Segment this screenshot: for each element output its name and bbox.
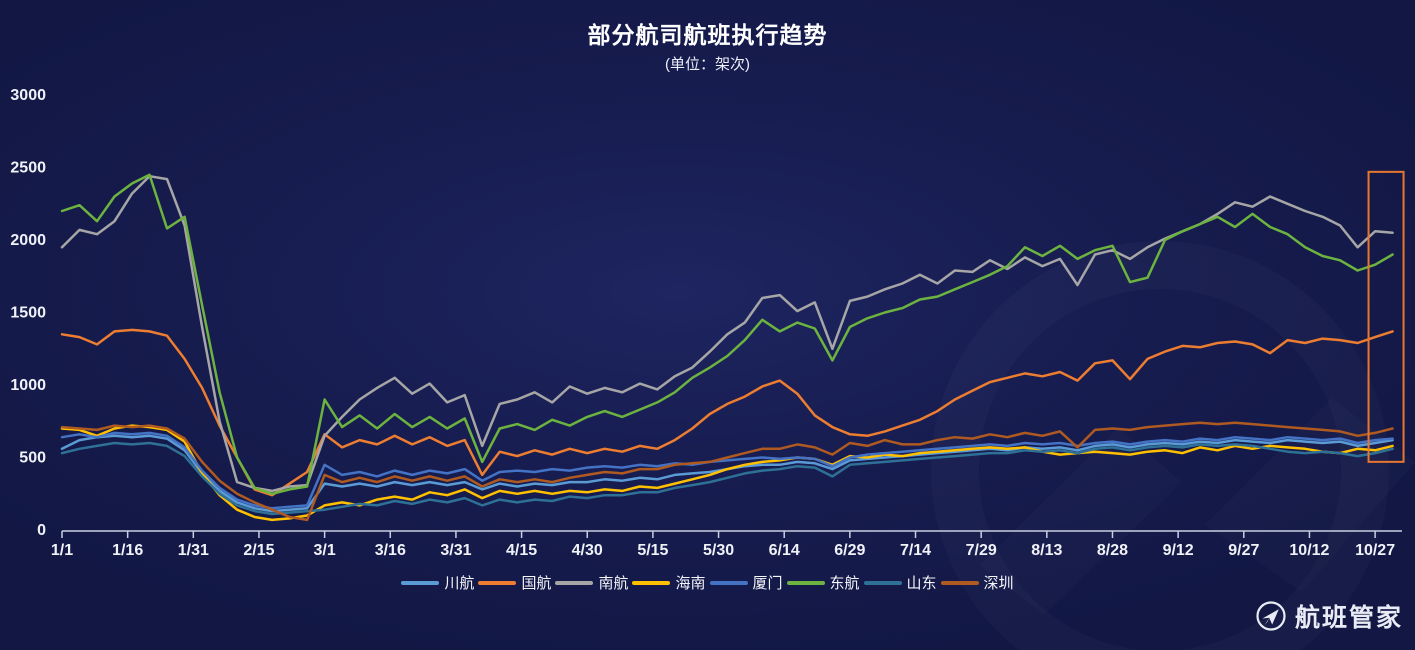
- x-tick-label: 6/14: [769, 542, 800, 559]
- series-line-shenzhen: [60, 421, 1394, 522]
- legend-label: 东航: [829, 575, 860, 592]
- brand-logo: 航班管家: [1255, 598, 1403, 634]
- legend-item-shenzhen[interactable]: 深圳: [940, 572, 1014, 593]
- legend-swatch-hainan: [632, 580, 671, 585]
- x-tick-label: 10/27: [1355, 542, 1395, 559]
- legend-swatch-shenzhen: [940, 580, 979, 585]
- legend-label: 山东: [906, 575, 937, 592]
- x-tick-label: 5/15: [637, 542, 668, 559]
- x-tick-label: 9/27: [1228, 542, 1259, 559]
- brand-logo-icon: [1256, 601, 1286, 631]
- x-tick-label: 9/12: [1163, 542, 1194, 559]
- x-tick-label: 10/12: [1289, 542, 1329, 559]
- y-tick-label: 2500: [10, 160, 46, 177]
- x-tick-label: 8/13: [1031, 542, 1062, 559]
- series-line-xiamen: [60, 431, 1394, 510]
- series-line-shandong: [60, 441, 1394, 516]
- brand-logo-text: 航班管家: [1294, 604, 1403, 632]
- x-tick-label: 4/15: [506, 542, 537, 559]
- legend-swatch-shandong: [863, 580, 902, 585]
- legend-item-shandong[interactable]: 山东: [863, 572, 937, 593]
- x-tick-label: 3/31: [440, 542, 471, 559]
- x-tick-label: 2/15: [243, 542, 274, 559]
- x-tick-label: 1/31: [178, 542, 209, 559]
- x-tick-label: 3/16: [375, 542, 406, 559]
- x-tick-label: 8/28: [1097, 542, 1128, 559]
- x-tick-label: 5/30: [703, 542, 734, 559]
- y-tick-label: 1000: [10, 377, 46, 394]
- legend-label: 南航: [598, 575, 629, 592]
- legend-item-guohang[interactable]: 国航: [478, 572, 551, 593]
- legend-swatch-chuanhang: [401, 580, 440, 585]
- legend-swatch-guohang: [478, 580, 517, 585]
- legend: 川航 国航 南航 海南 厦门 东航 山东 深圳: [0, 572, 1415, 593]
- legend-label: 海南: [675, 575, 706, 592]
- legend-swatch-xiamen: [709, 580, 748, 585]
- legend-item-xiamen[interactable]: 厦门: [709, 572, 783, 593]
- x-tick-label: 7/29: [966, 542, 997, 559]
- x-tick-label: 1/16: [112, 542, 143, 559]
- legend-item-chuanhang[interactable]: 川航: [401, 572, 474, 593]
- x-tick-label: 7/14: [900, 542, 931, 559]
- legend-item-hainan[interactable]: 海南: [632, 572, 706, 593]
- chart-unit-subtitle: (单位：架次): [665, 56, 750, 73]
- series-line-donghang: [60, 173, 1394, 496]
- highlight-rectangle: [1367, 170, 1405, 463]
- y-tick-label: 2000: [10, 232, 46, 249]
- x-tick-label: 4/30: [572, 542, 603, 559]
- y-tick-label: 1500: [10, 305, 46, 322]
- legend-label: 国航: [521, 575, 552, 592]
- series-line-chuanhang: [60, 434, 1394, 513]
- legend-label: 川航: [444, 575, 475, 592]
- legend-label: 厦门: [752, 575, 783, 592]
- y-tick-label: 0: [37, 522, 46, 539]
- legend-label: 深圳: [983, 575, 1014, 592]
- series-line-hainan: [60, 424, 1394, 522]
- page-title: 部分航司航班执行趋势: [587, 22, 828, 48]
- y-tick-label: 500: [19, 450, 46, 467]
- y-tick-label: 3000: [10, 87, 46, 104]
- x-tick-label: 1/1: [51, 542, 73, 559]
- x-tick-label: 6/29: [834, 542, 865, 559]
- legend-item-donghang[interactable]: 东航: [786, 572, 860, 593]
- legend-item-nanhang[interactable]: 南航: [555, 572, 628, 593]
- x-tick-label: 3/1: [313, 542, 335, 559]
- legend-swatch-nanhang: [555, 580, 594, 585]
- chart-header: 部分航司航班执行趋势 (单位：架次): [0, 16, 1415, 74]
- legend-swatch-donghang: [786, 580, 825, 585]
